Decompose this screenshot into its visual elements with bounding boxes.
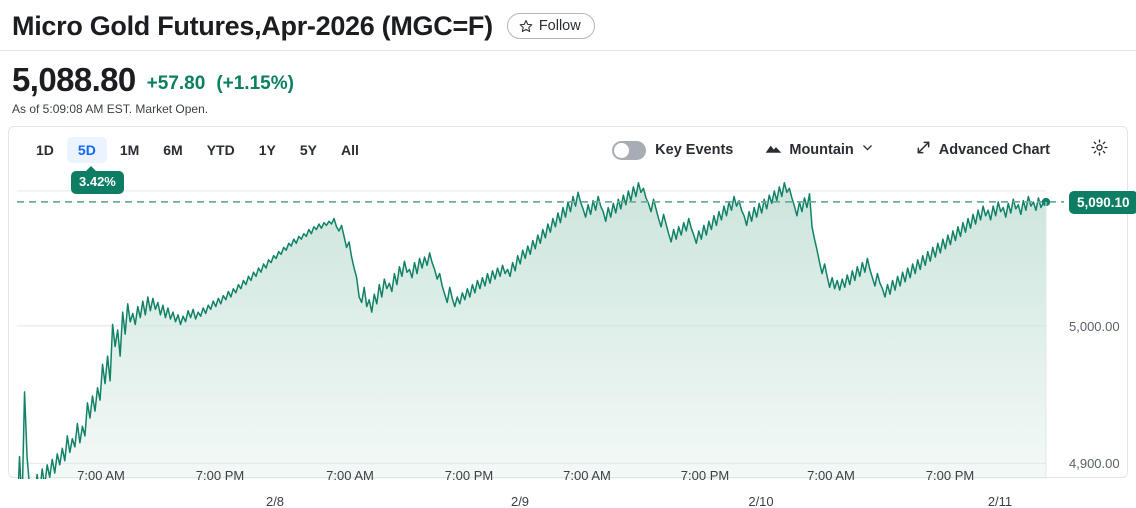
gear-icon bbox=[1090, 138, 1109, 162]
price-chart-svg[interactable] bbox=[9, 173, 1129, 479]
range-tab-1d[interactable]: 1D bbox=[36, 142, 54, 158]
expand-arrows-icon bbox=[916, 140, 931, 160]
key-events-label: Key Events bbox=[655, 141, 734, 158]
y-axis-tick: 5,000.00 bbox=[1069, 318, 1120, 334]
x-axis-time-tick: 7:00 PM bbox=[680, 468, 730, 483]
follow-button-label: Follow bbox=[538, 17, 581, 34]
chart-type-selector[interactable]: Mountain bbox=[765, 141, 873, 159]
x-axis-time-tick: 7:00 PM bbox=[444, 468, 494, 483]
x-axis-time-tick: 7:00 AM bbox=[563, 468, 611, 483]
mountain-icon bbox=[765, 141, 782, 159]
x-axis-time-tick: 7:00 PM bbox=[195, 468, 245, 483]
star-outline-icon bbox=[519, 19, 533, 33]
key-events-toggle[interactable]: Key Events bbox=[612, 140, 734, 160]
chart-plot-area[interactable] bbox=[9, 173, 1127, 479]
page-title: Micro Gold Futures,Apr-2026 (MGC=F) bbox=[12, 10, 493, 41]
market-status-text: As of 5:09:08 AM EST. Market Open. bbox=[12, 102, 209, 116]
x-axis-time-tick: 7:00 AM bbox=[326, 468, 374, 483]
chart-settings-button[interactable] bbox=[1090, 138, 1109, 162]
quote-header: Micro Gold Futures,Apr-2026 (MGC=F) Foll… bbox=[0, 0, 1136, 115]
title-row: Micro Gold Futures,Apr-2026 (MGC=F) Foll… bbox=[12, 6, 1124, 46]
range-tab-ytd[interactable]: YTD bbox=[206, 142, 235, 158]
chevron-down-icon bbox=[861, 141, 874, 159]
x-axis-time-tick: 7:00 AM bbox=[807, 468, 855, 483]
chart-type-label: Mountain bbox=[789, 141, 854, 158]
chart-card: 1D 5D 1M 6M YTD 1Y 5Y All Key Events Mountain bbox=[8, 126, 1136, 508]
toggle-knob bbox=[614, 142, 630, 158]
range-tabs: 1D 5D 1M 6M YTD 1Y 5Y All bbox=[25, 137, 370, 163]
toggle-switch[interactable] bbox=[612, 140, 647, 160]
current-price: 5,088.80 bbox=[12, 61, 136, 98]
price-change: +57.80 bbox=[146, 73, 206, 94]
range-tab-6m[interactable]: 6M bbox=[163, 142, 183, 158]
chart-tools: Key Events Mountain bbox=[612, 138, 1109, 162]
x-axis-time-tick: 7:00 AM bbox=[77, 468, 125, 483]
x-axis-date-tick: 2/9 bbox=[510, 494, 530, 508]
price-area-fill bbox=[18, 182, 1046, 479]
range-tab-all[interactable]: All bbox=[340, 142, 359, 158]
price-line bbox=[17, 182, 1047, 479]
x-axis-date-tick: 2/11 bbox=[987, 494, 1013, 508]
x-axis-time-tick: 7:00 PM bbox=[925, 468, 975, 483]
range-tab-5d[interactable]: 5D bbox=[66, 137, 107, 163]
range-tab-5y[interactable]: 5Y bbox=[299, 142, 317, 158]
x-axis-date-tick: 2/8 bbox=[265, 494, 285, 508]
last-price-flag: 5,090.10 bbox=[1069, 190, 1136, 215]
price-row: 5,088.80 +57.80 (+1.15%) bbox=[12, 63, 1124, 96]
header-divider bbox=[0, 50, 1136, 51]
range-tab-1y[interactable]: 1Y bbox=[258, 142, 276, 158]
advanced-chart-label: Advanced Chart bbox=[938, 141, 1050, 158]
range-tab-1m[interactable]: 1M bbox=[119, 142, 140, 158]
y-axis-tick: 4,900.00 bbox=[1069, 456, 1120, 472]
range-change-badge: 3.42% bbox=[71, 166, 124, 194]
follow-button[interactable]: Follow bbox=[506, 12, 595, 40]
price-change-percent: (+1.15%) bbox=[216, 73, 294, 94]
chart-toolbar: 1D 5D 1M 6M YTD 1Y 5Y All Key Events Mountain bbox=[9, 127, 1127, 173]
x-axis-date-tick: 2/10 bbox=[748, 494, 774, 508]
advanced-chart-button[interactable]: Advanced Chart bbox=[916, 140, 1050, 160]
